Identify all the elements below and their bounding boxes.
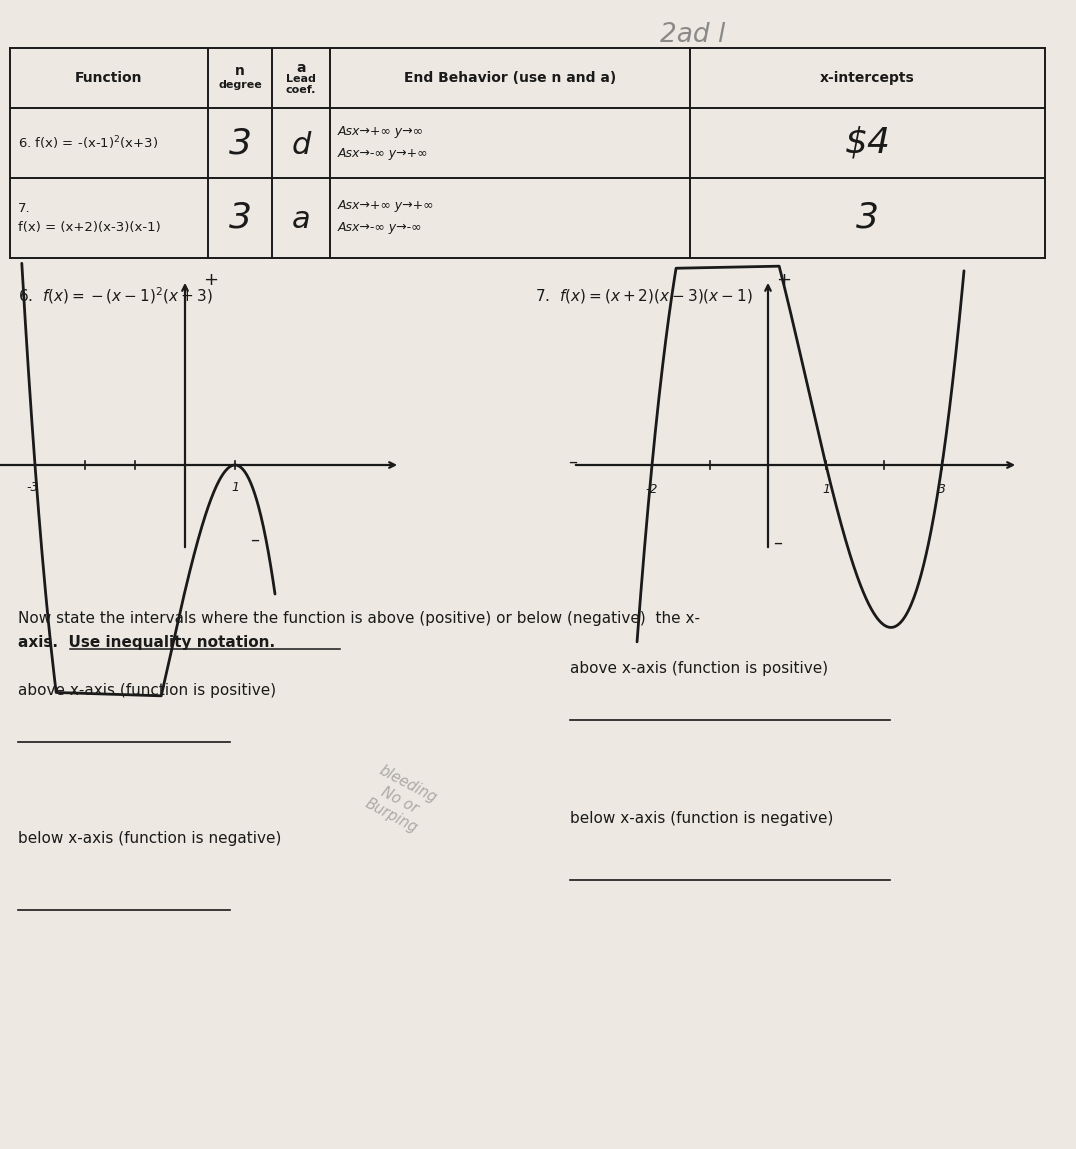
Text: a: a [292,206,310,234]
Text: 2ad l: 2ad l [660,22,725,48]
Text: Asx→-∞ y→-∞: Asx→-∞ y→-∞ [338,222,423,234]
Text: 3: 3 [856,201,879,236]
Text: Asx→+∞ y→+∞: Asx→+∞ y→+∞ [338,200,435,213]
Text: Now state the intervals where the function is above (positive) or below (negativ: Now state the intervals where the functi… [18,610,700,625]
Text: 3: 3 [938,483,946,496]
Text: –: – [774,534,782,552]
Text: Lead: Lead [286,74,316,84]
Text: axis.  Use inequality notation.: axis. Use inequality notation. [18,634,275,649]
Text: End Behavior (use n and a): End Behavior (use n and a) [404,71,617,85]
Text: 6. f(x) = -(x-1)$^2$(x+3): 6. f(x) = -(x-1)$^2$(x+3) [18,134,158,152]
Text: Function: Function [75,71,143,85]
Text: above x-axis (function is positive): above x-axis (function is positive) [18,683,277,697]
Text: -2: -2 [646,483,659,496]
Text: d: d [292,131,311,160]
Text: 3: 3 [228,126,252,160]
Text: x-intercepts: x-intercepts [820,71,915,85]
Text: degree: degree [218,80,261,90]
Text: Asx→+∞ y→∞: Asx→+∞ y→∞ [338,124,424,138]
Text: bleeding
No or
Burping: bleeding No or Burping [360,763,440,836]
Text: +: + [203,271,218,290]
Text: below x-axis (function is negative): below x-axis (function is negative) [18,831,282,846]
Text: 1: 1 [822,483,830,496]
Text: 6.  $f(x) = -(x-1)^2(x+3)$: 6. $f(x) = -(x-1)^2(x+3)$ [18,286,213,307]
Text: –: – [251,531,259,549]
Text: -3: -3 [27,481,39,494]
Text: n: n [235,64,245,78]
Text: above x-axis (function is positive): above x-axis (function is positive) [570,661,829,676]
Text: 1: 1 [231,481,239,494]
Text: 7.  $f(x) = (x+2)(x-3)(x-1)$: 7. $f(x) = (x+2)(x-3)(x-1)$ [535,287,753,304]
Text: $4: $4 [845,126,891,160]
Text: a: a [296,61,306,75]
Text: 3: 3 [228,201,252,236]
Text: Asx→-∞ y→+∞: Asx→-∞ y→+∞ [338,147,428,160]
Text: coef.: coef. [286,85,316,95]
Text: +: + [776,271,791,290]
Text: f(x) = (x+2)(x-3)(x-1): f(x) = (x+2)(x-3)(x-1) [18,222,160,234]
Text: –: – [568,453,577,471]
Text: 7.: 7. [18,201,30,215]
Text: below x-axis (function is negative): below x-axis (function is negative) [570,810,834,825]
